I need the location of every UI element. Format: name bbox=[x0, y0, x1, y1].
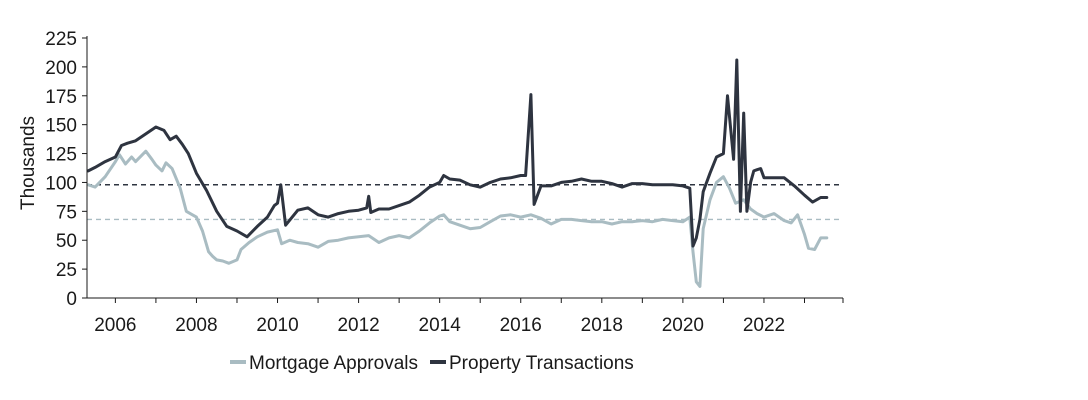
x-tick-label: 2006 bbox=[94, 315, 136, 336]
legend: Mortgage Approvals Property Transactions bbox=[230, 353, 634, 374]
y-tick-label: 50 bbox=[56, 231, 77, 252]
x-tick-label: 2018 bbox=[581, 315, 623, 336]
x-tick-label: 2022 bbox=[743, 315, 785, 336]
x-tick-label: 2016 bbox=[500, 315, 542, 336]
x-tick-label: 2012 bbox=[337, 315, 379, 336]
y-tick-label: 125 bbox=[45, 145, 77, 166]
y-tick-label: 25 bbox=[56, 260, 77, 281]
y-tick-label: 0 bbox=[66, 289, 77, 310]
series-layer bbox=[86, 58, 829, 288]
y-tick-label: 75 bbox=[56, 202, 77, 223]
legend-label: Property Transactions bbox=[449, 353, 634, 374]
y-tick-label: 175 bbox=[45, 87, 77, 108]
y-axis-ticks: 0 25 50 75 100 125 150 175 200 225 bbox=[45, 29, 87, 310]
y-axis-title: Thousands bbox=[18, 116, 39, 210]
y-tick-label: 200 bbox=[45, 58, 77, 79]
x-axis-ticks: 2006 2008 2010 2012 2014 2016 2018 2020 2022 bbox=[94, 298, 844, 336]
x-tick-label: 2014 bbox=[419, 315, 462, 336]
series-line-property-transactions bbox=[86, 58, 829, 248]
legend-label: Mortgage Approvals bbox=[249, 353, 418, 374]
x-tick-label: 2010 bbox=[256, 315, 298, 336]
y-tick-label: 100 bbox=[45, 173, 77, 194]
axes bbox=[86, 36, 843, 299]
x-tick-label: 2020 bbox=[662, 315, 704, 336]
y-tick-label: 150 bbox=[45, 116, 77, 137]
series-line-mortgage-approvals bbox=[86, 149, 829, 288]
x-tick-label: 2008 bbox=[175, 315, 217, 336]
y-tick-label: 225 bbox=[45, 29, 77, 50]
